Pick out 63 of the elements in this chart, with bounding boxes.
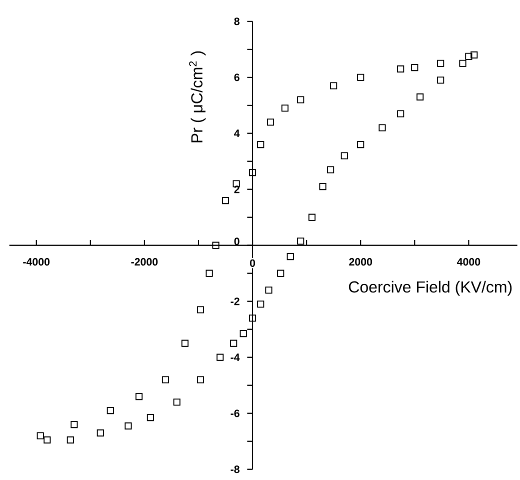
point <box>216 354 224 361</box>
point <box>106 407 114 414</box>
y-tick-label: -8 <box>230 466 240 474</box>
point <box>437 76 444 84</box>
point <box>397 110 404 118</box>
y-tick-label: 8 <box>234 18 240 26</box>
point <box>265 286 272 294</box>
point <box>277 270 284 277</box>
y-tick-label: -6 <box>230 410 240 418</box>
point <box>222 197 230 204</box>
point <box>465 52 472 60</box>
point <box>70 421 78 428</box>
point <box>357 74 364 81</box>
point <box>357 141 364 148</box>
x-tick-label: 0 <box>250 259 256 267</box>
point <box>96 429 104 436</box>
y-tick-label: 4 <box>234 130 240 138</box>
point <box>181 340 189 347</box>
x-tick-label: -4000 <box>23 258 50 266</box>
y-tick-label: -2 <box>230 298 240 306</box>
point <box>248 169 256 176</box>
point <box>124 422 132 430</box>
point <box>66 436 74 444</box>
point <box>248 314 256 322</box>
point <box>173 398 180 406</box>
point <box>257 300 264 308</box>
point <box>146 414 154 422</box>
point <box>470 51 478 58</box>
point <box>212 242 220 249</box>
point <box>240 330 247 338</box>
point <box>257 141 264 148</box>
point <box>378 124 386 132</box>
point <box>397 65 404 72</box>
point <box>437 60 444 67</box>
point <box>206 270 213 277</box>
y-tick-label: -4 <box>230 354 240 362</box>
point <box>230 340 238 347</box>
x-tick-label: 2000 <box>349 258 372 266</box>
x-tick-label: -2000 <box>131 258 158 266</box>
point <box>297 96 304 104</box>
point <box>266 118 274 126</box>
y-tick-label: 0 <box>234 238 240 246</box>
point <box>319 183 326 190</box>
point <box>281 104 288 112</box>
point <box>36 432 44 440</box>
point <box>196 306 204 314</box>
point <box>459 60 466 67</box>
point <box>196 376 204 384</box>
point <box>340 152 348 160</box>
point <box>286 253 294 260</box>
y-tick-label: 6 <box>234 74 240 82</box>
point <box>44 436 51 444</box>
point <box>327 166 334 174</box>
point <box>162 376 170 384</box>
point <box>416 93 424 100</box>
point <box>136 393 143 400</box>
point <box>308 214 316 221</box>
y-axis-title: Pr ( μC/cm$^{2}$ ) <box>189 51 206 142</box>
x-tick-label: 4000 <box>457 258 480 266</box>
point <box>330 82 338 90</box>
point <box>411 64 418 72</box>
x-axis-title: Coercive Field (KV/cm) <box>348 280 512 296</box>
point <box>297 238 304 245</box>
